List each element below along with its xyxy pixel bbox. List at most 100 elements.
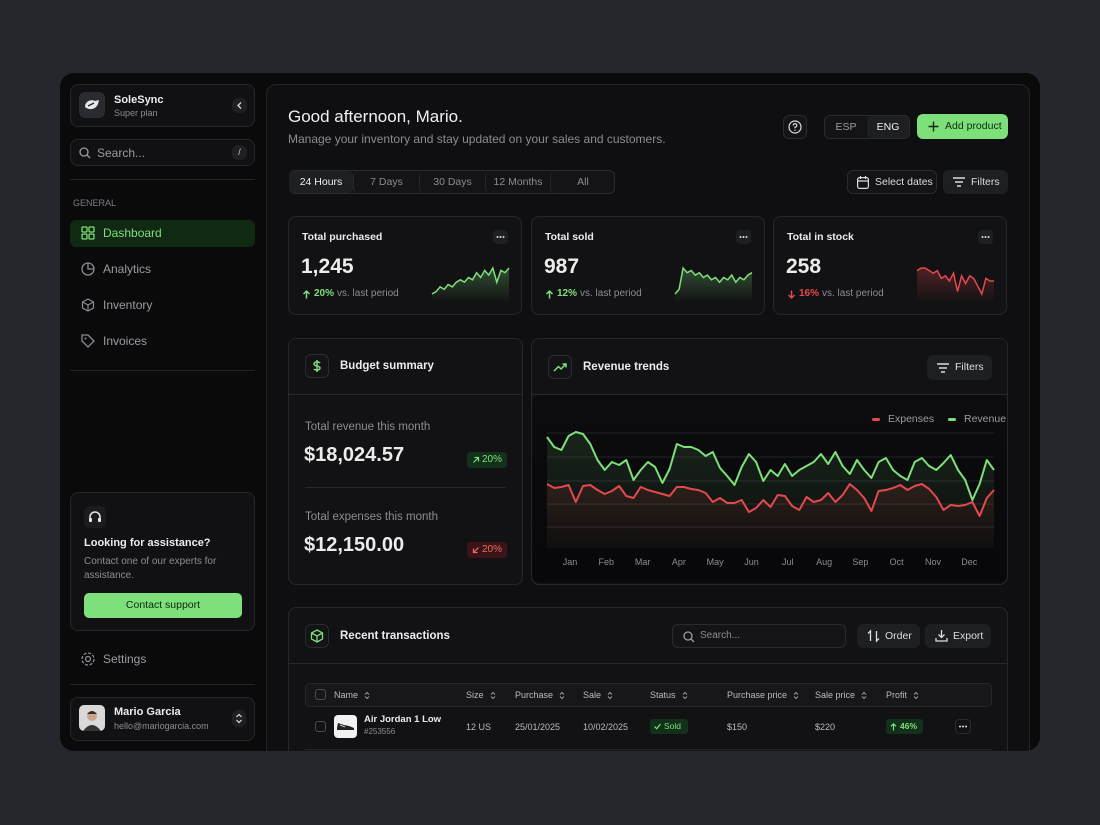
icon-shape	[79, 147, 89, 157]
x-tick-label: Oct	[889, 557, 904, 567]
column-header[interactable]: Sale price	[815, 690, 856, 700]
contact-support-button[interactable]: Contact support	[84, 593, 242, 618]
revenue-icon	[548, 355, 572, 379]
transactions-search[interactable]	[672, 624, 846, 648]
icon-shape	[87, 263, 94, 270]
checkbox[interactable]	[315, 721, 326, 732]
page-subtitle: Manage your inventory and stay updated o…	[288, 132, 666, 146]
table-cell: $150	[727, 722, 748, 732]
series-line	[546, 431, 995, 501]
user-menu-button[interactable]	[232, 710, 246, 727]
row-menu-button[interactable]	[955, 719, 971, 734]
nav-item[interactable]	[70, 292, 255, 319]
checkbox[interactable]	[315, 689, 326, 700]
x-tick-label: Aug	[816, 557, 833, 567]
nav-item[interactable]	[70, 328, 255, 355]
legend-label: Revenue	[964, 413, 1007, 425]
icon-shape	[364, 691, 370, 700]
settings-link[interactable]: Settings	[103, 652, 147, 666]
export-label: Export	[953, 630, 984, 642]
period-tab[interactable]: 30 Days	[419, 171, 485, 193]
language-option[interactable]: ESP	[835, 121, 857, 133]
icon-shape	[81, 652, 95, 666]
divider	[70, 179, 255, 180]
sort-icon	[682, 691, 688, 700]
sparkline-line	[431, 266, 510, 295]
icon-shape	[545, 289, 554, 299]
collapse-button[interactable]	[232, 98, 247, 113]
icon-shape	[302, 289, 311, 299]
change-value: 20%	[482, 454, 503, 465]
icon-shape	[965, 725, 967, 728]
app: SoleSync Super plan Search... / GENERAL …	[60, 73, 1040, 751]
period-tab[interactable]: 7 Days	[353, 171, 419, 193]
column-header[interactable]: Purchase price	[727, 690, 788, 700]
legend-swatch	[872, 418, 880, 421]
change-badge	[467, 542, 507, 558]
icon-shape	[981, 236, 984, 238]
status-label: Sold	[664, 721, 682, 731]
column-header[interactable]: Sale	[583, 690, 602, 700]
x-tick-label: Sep	[852, 557, 869, 567]
sort-icon	[867, 629, 880, 643]
icon-shape	[953, 177, 965, 187]
x-tick-label: Mar	[634, 557, 651, 567]
x-tick-label: Feb	[598, 557, 615, 567]
select-dates-button[interactable]	[847, 170, 937, 194]
column-header[interactable]: Purchase	[515, 690, 554, 700]
icon-shape	[502, 236, 505, 238]
icon-shape	[237, 102, 242, 109]
sort-icon	[861, 691, 867, 700]
divider	[289, 394, 522, 395]
x-tick-label: Dec	[961, 557, 978, 567]
icon-shape	[745, 236, 748, 238]
icon-shape	[496, 236, 499, 238]
language-active	[867, 116, 909, 138]
icon-shape	[792, 123, 798, 129]
filters-button[interactable]	[943, 170, 1008, 194]
search-shortcut: /	[232, 145, 247, 160]
nav-icon	[81, 334, 95, 348]
sort-icon	[559, 691, 565, 700]
column-header[interactable]: Profit	[886, 690, 908, 700]
revenue-filters-label: Filters	[955, 361, 984, 373]
divider	[532, 394, 1007, 395]
app-frame: SoleSync Super plan Search... / GENERAL …	[60, 73, 1040, 751]
column-header[interactable]: Name	[334, 690, 359, 700]
icon-shape	[81, 334, 95, 348]
nav-item[interactable]	[70, 220, 255, 247]
x-tick-label: May	[706, 557, 724, 567]
period-tab[interactable]: All	[550, 171, 615, 193]
icon-shape	[236, 713, 242, 724]
stat-value: 1,245	[301, 255, 354, 278]
icon-shape	[742, 236, 745, 238]
help-button[interactable]	[783, 115, 807, 139]
divider	[289, 663, 1007, 664]
sidebar-search[interactable]	[70, 139, 255, 166]
change-arrow	[787, 290, 796, 300]
stat-note: vs. last period	[337, 288, 399, 299]
nav-label: Invoices	[103, 334, 148, 348]
column-header[interactable]: Status	[650, 690, 676, 700]
icon-shape	[81, 226, 88, 233]
add-product-button[interactable]	[917, 114, 1008, 139]
column-header[interactable]: Size	[466, 690, 484, 700]
change-arrow	[472, 547, 479, 554]
nav-item[interactable]	[70, 256, 255, 283]
dots-icon	[959, 725, 967, 728]
icon-shape	[87, 711, 97, 714]
avatar-image	[83, 711, 101, 731]
period-tab[interactable]: 12 Months	[485, 171, 550, 193]
search-icon	[683, 631, 695, 643]
shoe-icon	[337, 723, 354, 730]
help-title: Looking for assistance?	[84, 537, 211, 549]
budget-title: Budget summary	[340, 360, 434, 372]
language-option[interactable]: ENG	[876, 121, 900, 133]
period-tab[interactable]: 24 Hours	[289, 171, 353, 193]
revenue-filters-button[interactable]	[927, 355, 992, 380]
icon-shape	[937, 363, 949, 373]
export-button[interactable]	[925, 624, 991, 648]
order-button[interactable]	[857, 624, 920, 648]
dots-icon	[496, 236, 505, 238]
icon-shape	[861, 691, 867, 700]
